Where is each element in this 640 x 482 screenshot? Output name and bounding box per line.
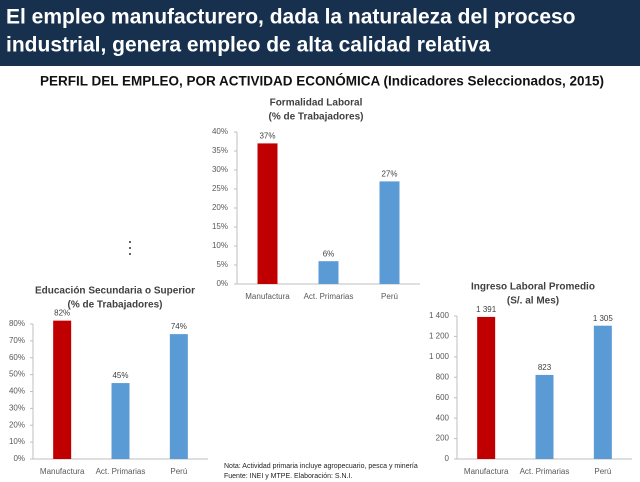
slide-subtitle: PERFIL DEL EMPLEO, POR ACTIVIDAD ECONÓMI… [40,74,604,89]
value-label: 82% [54,309,70,318]
chart-subtitle: (% de Trabajadores) [268,112,363,123]
y-tick-label: 40% [9,387,25,396]
y-tick-label: 15% [212,222,228,231]
x-tick-label: Act. Primarias [96,467,146,476]
y-tick-label: 400 [436,413,450,422]
bar [477,316,496,459]
x-tick-label: Perú [594,467,611,476]
x-tick-label: Perú [170,467,187,476]
y-tick-label: 30% [212,165,228,174]
x-tick-label: Manufactura [40,467,85,476]
slide-title: industrial, genera empleo de alta calida… [6,34,491,57]
chart-subtitle: (% de Trabajadores) [67,300,162,311]
y-tick-label: 200 [436,434,450,443]
bar [535,374,554,459]
value-label: 45% [112,371,128,380]
bar [111,383,130,459]
note: Fuente: INEI y MTPE. Elaboración: S.N.I. [224,473,352,480]
y-tick-label: 30% [9,403,25,412]
bar [257,143,278,284]
chart-title: Ingreso Laboral Promedio [471,282,595,293]
y-tick-label: 0% [13,454,25,463]
x-tick-label: Act. Primarias [304,292,354,301]
note: Nota: Actividad primaria incluye agropec… [224,463,418,470]
bar [169,334,188,459]
chart-subtitle: (S/. al Mes) [507,296,559,307]
value-label: 1 305 [593,314,614,323]
value-label: 37% [259,132,275,141]
y-tick-label: 25% [212,184,228,193]
y-tick-label: 600 [436,393,450,402]
value-label: 1 391 [476,305,497,314]
bar [379,181,400,284]
chart-title: Educación Secundaria o Superior [35,286,195,297]
bar [593,325,612,459]
chart-title: Formalidad Laboral [270,98,363,109]
y-tick-label: 40% [212,127,228,136]
y-tick-label: 1 000 [429,352,450,361]
x-tick-label: Perú [381,292,398,301]
value-label: 74% [171,322,187,331]
y-tick-label: 20% [9,420,25,429]
y-tick-label: 35% [212,146,228,155]
y-tick-label: 1 200 [429,332,450,341]
y-tick-label: 80% [9,319,25,328]
y-tick-label: 70% [9,336,25,345]
y-tick-label: 1 400 [429,311,450,320]
ellipsis [129,241,131,255]
x-tick-label: Act. Primarias [520,467,570,476]
y-tick-label: 800 [436,372,450,381]
bar [318,261,339,284]
y-tick-label: 0 [445,454,450,463]
x-tick-label: Manufactura [245,292,290,301]
x-tick-label: Manufactura [464,467,509,476]
value-label: 6% [323,249,335,258]
value-label: 27% [381,170,397,179]
y-tick-label: 10% [9,437,25,446]
y-tick-label: 60% [9,353,25,362]
y-tick-label: 20% [212,203,228,212]
bar [53,320,72,459]
value-label: 823 [538,363,552,372]
slide-title: El empleo manufacturero, dada la natural… [6,6,576,29]
y-tick-label: 0% [216,279,228,288]
y-tick-label: 10% [212,241,228,250]
y-tick-label: 5% [216,260,228,269]
y-tick-label: 50% [9,370,25,379]
header-band [0,0,640,66]
